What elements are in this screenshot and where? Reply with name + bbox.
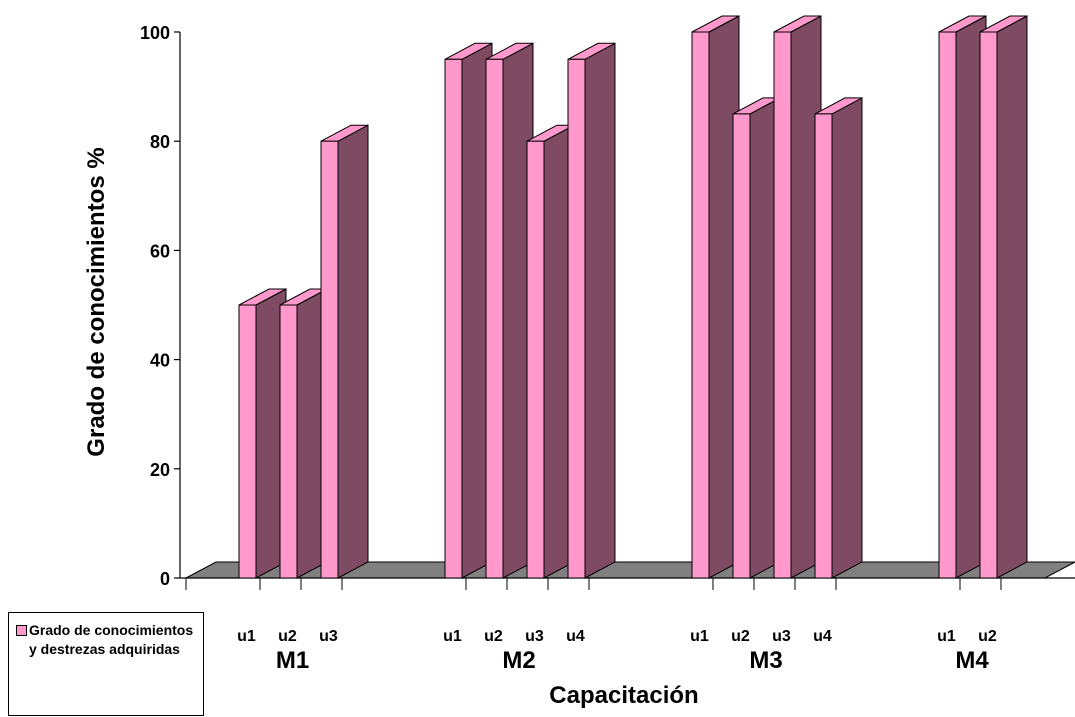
x-tick-label: u1 (237, 628, 256, 645)
bar (567, 58, 586, 579)
y-axis-title: Grado de conocimientos % (83, 147, 110, 456)
x-tick-label: u4 (566, 628, 585, 645)
y-tick-label: 60 (150, 241, 170, 261)
bar (691, 31, 710, 579)
group-label: M2 (502, 647, 535, 674)
y-tick-label: 0 (160, 569, 170, 589)
x-tick-label: u3 (772, 628, 791, 645)
legend-swatch (16, 625, 27, 636)
bar (773, 31, 792, 579)
x-tick-label: u3 (319, 628, 338, 645)
bar-side (584, 42, 616, 579)
x-tick-label: u2 (278, 628, 297, 645)
group-label: M4 (955, 647, 989, 674)
x-tick-label: u1 (937, 628, 956, 645)
legend-label: Grado de conocimientos y destrezas adqui… (29, 622, 194, 657)
x-tick-label: u2 (978, 628, 997, 645)
y-tick-label: 100 (140, 23, 170, 43)
legend: Grado de conocimientos y destrezas adqui… (8, 612, 204, 716)
bar (938, 31, 957, 579)
bar-side (996, 15, 1028, 579)
bar (485, 58, 504, 579)
bar (238, 304, 257, 579)
bar (732, 113, 751, 579)
x-tick-label: u1 (690, 628, 709, 645)
bars (238, 15, 1028, 579)
x-tick-labels: u1u2u3u1u2u3u4u1u2u3u4u1u2u1u2u3 (237, 628, 997, 645)
x-tick-label: u2 (731, 628, 750, 645)
x-tick-label: u1 (443, 628, 462, 645)
x-tick-label: u3 (525, 628, 544, 645)
bar-side (831, 97, 863, 579)
bar (814, 113, 833, 579)
group-label: M1 (276, 647, 309, 674)
x-axis-title: Capacitación (549, 682, 698, 709)
bar-side (337, 124, 369, 579)
bar (526, 140, 545, 579)
group-labels: M1M2M3M4M5 (276, 647, 989, 674)
y-tick-label: 40 (150, 351, 170, 371)
bar (320, 140, 339, 579)
bar (444, 58, 463, 579)
bar (279, 304, 298, 579)
group-label: M3 (749, 647, 782, 674)
bar (979, 31, 998, 579)
x-tick-label: u2 (484, 628, 503, 645)
y-tick-label: 20 (150, 460, 170, 480)
y-tick-label: 80 (150, 132, 170, 152)
x-tick-label: u4 (813, 628, 832, 645)
